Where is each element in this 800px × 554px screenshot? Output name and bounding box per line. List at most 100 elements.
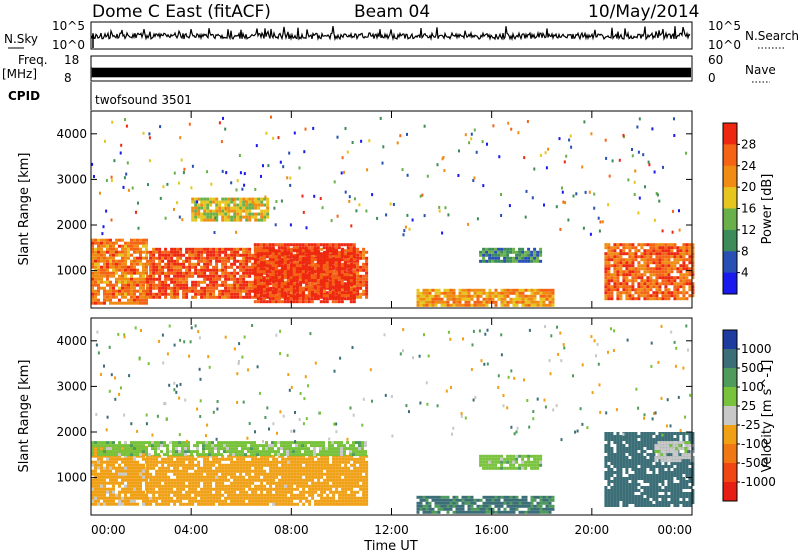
heatmap-echo	[396, 141, 399, 145]
heatmap-cell	[167, 283, 171, 287]
heatmap-cell	[130, 247, 133, 251]
heatmap-cell	[236, 250, 240, 254]
heatmap-cell	[224, 484, 228, 488]
heatmap-cell	[254, 203, 258, 207]
heatmap-cell	[263, 502, 267, 506]
heatmap-cell	[152, 490, 156, 494]
heatmap-cell	[212, 292, 216, 296]
heatmap-cell	[340, 273, 344, 277]
heatmap-cell	[173, 478, 177, 482]
heatmap-cell	[139, 475, 142, 479]
heatmap-cell	[245, 460, 249, 464]
heatmap-cell	[215, 218, 219, 222]
heatmap-cell	[103, 295, 106, 299]
heatmap-cell	[458, 288, 462, 292]
heatmap-cell	[334, 285, 338, 289]
heatmap-cell	[290, 259, 294, 263]
heatmap-cell	[296, 487, 300, 491]
heatmap-cell	[287, 469, 291, 473]
heatmap-cell	[308, 463, 312, 467]
heatmap-cell	[362, 274, 366, 278]
heatmap-cell	[301, 294, 305, 298]
heatmap-cell	[622, 285, 626, 289]
heatmap-cell	[304, 261, 308, 265]
heatmap-cell	[206, 256, 210, 260]
heatmap-cell	[640, 282, 644, 286]
heatmap-cell	[194, 484, 198, 488]
heatmap-cell	[212, 496, 216, 500]
heatmap-cell	[343, 297, 347, 301]
heatmap-cell	[688, 294, 692, 298]
heatmap-cell	[191, 478, 195, 482]
heatmap-cell	[527, 256, 531, 260]
heatmap-cell	[607, 258, 611, 262]
heatmap-cell	[349, 291, 353, 295]
heatmap-cell	[625, 282, 629, 286]
heatmap-cell	[124, 286, 127, 290]
heatmap-cell	[320, 484, 324, 488]
heatmap-cell	[218, 247, 222, 251]
heatmap-cell	[245, 481, 249, 485]
heatmap-cell	[233, 472, 237, 476]
heatmap-cell	[323, 460, 327, 464]
heatmap-cell	[152, 274, 156, 278]
heatmap-cell	[130, 277, 133, 281]
heatmap-cell	[200, 493, 204, 497]
heatmap-cell	[233, 502, 237, 506]
heatmap-cell	[118, 265, 121, 269]
heatmap-cell	[191, 460, 195, 464]
heatmap-cell	[628, 267, 632, 271]
heatmap-cell	[164, 271, 168, 275]
heatmap-cell	[289, 294, 293, 298]
heatmap-cell	[304, 270, 308, 274]
heatmap-cell	[290, 481, 294, 485]
heatmap-cell	[340, 258, 344, 262]
heatmap-cell	[479, 291, 483, 295]
heatmap-cell	[305, 478, 309, 482]
heatmap-cell	[284, 460, 288, 464]
heatmap-cell	[296, 289, 300, 293]
heatmap-cell	[149, 295, 153, 299]
heatmap-echo	[406, 132, 408, 136]
heatmap-cell	[670, 255, 674, 259]
heatmap-echo	[105, 209, 108, 213]
heatmap-cell	[524, 300, 528, 304]
heatmap-cell	[676, 249, 680, 253]
heatmap-cell	[200, 203, 204, 207]
heatmap-cell	[296, 250, 300, 254]
heatmap-cell	[278, 469, 282, 473]
heatmap-cell	[124, 487, 127, 491]
heatmap-cell	[352, 252, 356, 256]
heatmap-cell	[260, 502, 264, 506]
heatmap-cell	[305, 253, 309, 257]
heatmap-cell	[346, 273, 350, 277]
heatmap-cell	[310, 246, 314, 250]
heatmap-cell	[640, 258, 644, 262]
heatmap-cell	[203, 481, 207, 485]
heatmap-cell	[254, 250, 258, 254]
heatmap-cell	[124, 475, 127, 479]
heatmap-cell	[661, 276, 665, 280]
heatmap-cell	[331, 285, 335, 289]
heatmap-cell	[146, 259, 150, 263]
heatmap-cell	[676, 297, 680, 301]
heatmap-echo	[341, 156, 344, 160]
heatmap-cell	[221, 502, 225, 506]
heatmap-cell	[133, 271, 136, 275]
heatmap-cell	[221, 259, 225, 263]
heatmap-cell	[185, 493, 189, 497]
heatmap-cell	[227, 472, 231, 476]
heatmap-cell	[299, 499, 303, 503]
heatmap-cell	[145, 478, 148, 482]
heatmap-cell	[319, 288, 323, 292]
heatmap-cell	[341, 286, 345, 290]
heatmap-cell	[346, 291, 350, 295]
heatmap-echo	[644, 185, 646, 189]
heatmap-cell	[142, 295, 145, 299]
heatmap-cell	[155, 292, 159, 296]
heatmap-echo	[119, 151, 122, 155]
heatmap-cell	[224, 289, 228, 293]
heatmap-cell	[340, 297, 344, 301]
heatmap-cell	[100, 478, 103, 482]
heatmap-cell	[284, 487, 288, 491]
